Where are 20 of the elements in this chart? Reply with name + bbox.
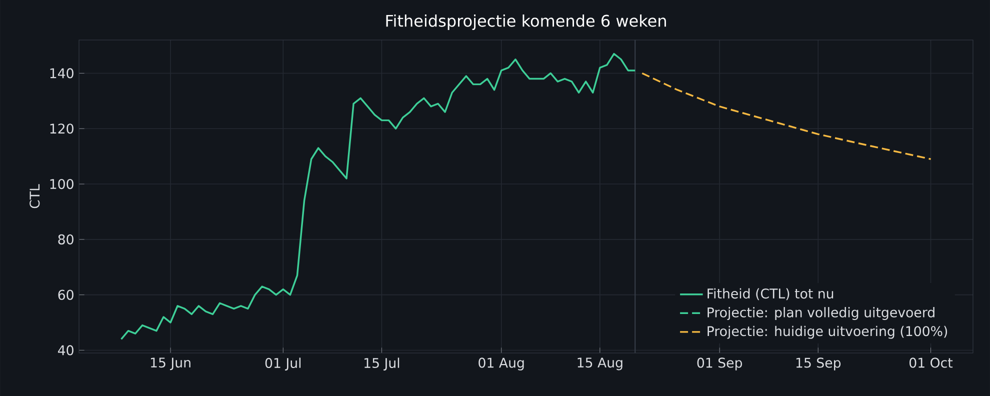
y-tick-label: 40 (58, 345, 74, 356)
x-tick-label: 15 Sep (796, 358, 841, 370)
x-tick-label: 15 Jun (150, 358, 190, 370)
x-tick-label: 01 Jul (265, 358, 301, 370)
x-tick-label: 01 Sep (697, 358, 742, 370)
y-tick-label: 60 (58, 290, 74, 300)
y-tick-label: 120 (50, 124, 74, 134)
x-tick-label: 01 Oct (910, 358, 953, 368)
x-tick-label: 15 Aug (578, 358, 622, 370)
x-tick-label: 15 Jul (364, 358, 400, 370)
y-tick-label: 140 (50, 68, 74, 78)
y-tick-label: 80 (58, 234, 74, 244)
y-tick-label: 100 (50, 178, 74, 190)
chart-title: Fitheidsprojectie komende 6 weken (386, 14, 666, 30)
legend-label: Projectie: huidige uitvoering (100%) (708, 326, 948, 339)
line-series (641, 72, 932, 160)
y-axis-title: CTL (30, 184, 40, 208)
legend-label: Projectie: plan volledig uitgevoerd (708, 307, 934, 320)
legend-label: Fitheid (CTL) tot nu (708, 288, 834, 300)
x-tick-label: 01 Aug (478, 358, 524, 370)
